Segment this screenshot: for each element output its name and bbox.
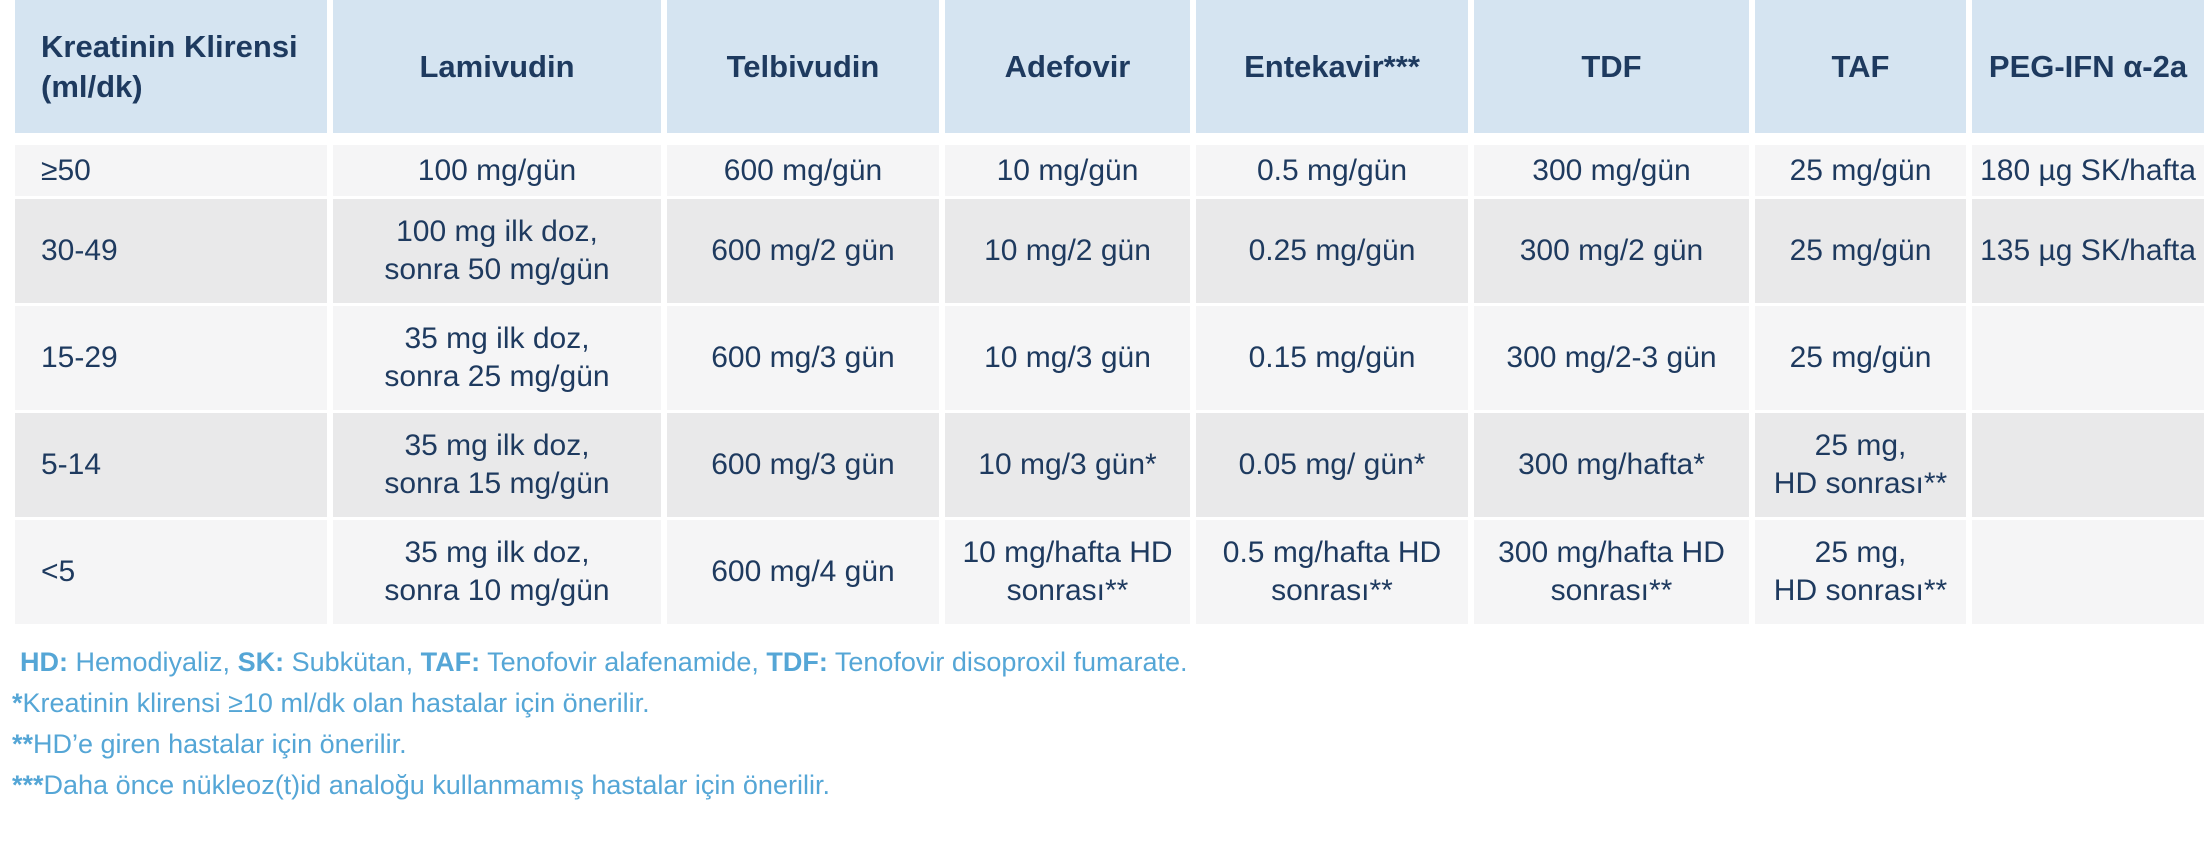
dose-cell bbox=[1972, 410, 2204, 517]
dose-cell: 0.5 mg/gün bbox=[1196, 133, 1474, 196]
dose-cell: 35 mg ilk doz, sonra 25 mg/gün bbox=[333, 303, 667, 410]
dose-cell: 300 mg/hafta HD sonrası** bbox=[1474, 517, 1755, 624]
dose-cell: 10 mg/hafta HD sonrası** bbox=[945, 517, 1196, 624]
table-header-row: Kreatinin Klirensi (ml/dk) Lamivudin Telbi… bbox=[15, 0, 2204, 133]
footnote-text: Tenofovir disoproxil fumarate. bbox=[827, 647, 1188, 677]
creatinine-range-cell: 15-29 bbox=[15, 303, 333, 410]
dose-cell bbox=[1972, 303, 2204, 410]
footnote-abbrev: TAF: bbox=[420, 647, 481, 677]
dose-cell: 25 mg, HD sonrası** bbox=[1755, 410, 1972, 517]
dose-cell: 600 mg/gün bbox=[667, 133, 945, 196]
footnote-text: Subkütan, bbox=[284, 647, 421, 677]
dose-cell: 35 mg ilk doz, sonra 10 mg/gün bbox=[333, 517, 667, 624]
column-header-8: PEG-IFN α-2a bbox=[1972, 0, 2204, 133]
dose-cell: 600 mg/4 gün bbox=[667, 517, 945, 624]
dose-cell bbox=[1972, 517, 2204, 624]
footnote-abbrev: HD: bbox=[20, 647, 68, 677]
table-row-3: 15-29 35 mg ilk doz, sonra 25 mg/gün 600 m… bbox=[15, 303, 2204, 410]
dose-cell: 25 mg/gün bbox=[1755, 196, 1972, 303]
renal-dosing-table: Kreatinin Klirensi (ml/dk) Lamivudin Telbi… bbox=[15, 0, 2204, 624]
footnote-abbrev: * bbox=[12, 688, 23, 718]
footnote-text: HD’e giren hastalar için önerilir. bbox=[33, 729, 407, 759]
footnote-line-2: *Kreatinin klirensi ≥10 ml/dk olan hasta… bbox=[12, 683, 2204, 724]
dose-cell: 0.5 mg/hafta HD sonrası** bbox=[1196, 517, 1474, 624]
dose-cell: 10 mg/3 gün* bbox=[945, 410, 1196, 517]
creatinine-range-cell: ≥50 bbox=[15, 133, 333, 196]
footnote-text: Tenofovir alafenamide, bbox=[480, 647, 767, 677]
header-row: Kreatinin Klirensi (ml/dk) Lamivudin Telbi… bbox=[15, 0, 2204, 133]
dose-cell: 25 mg/gün bbox=[1755, 133, 1972, 196]
creatinine-range-cell: <5 bbox=[15, 517, 333, 624]
dose-cell: 25 mg, HD sonrası** bbox=[1755, 517, 1972, 624]
column-header-2: Lamivudin bbox=[333, 0, 667, 133]
column-header-3: Telbivudin bbox=[667, 0, 945, 133]
dose-cell: 600 mg/2 gün bbox=[667, 196, 945, 303]
column-header-4: Adefovir bbox=[945, 0, 1196, 133]
dose-cell: 0.25 mg/gün bbox=[1196, 196, 1474, 303]
dose-cell: 300 mg/2-3 gün bbox=[1474, 303, 1755, 410]
footnote-line-1: HD: Hemodiyaliz, SK: Subkütan, TAF: Teno… bbox=[12, 642, 2204, 683]
column-header-5: Entekavir*** bbox=[1196, 0, 1474, 133]
footnote-abbrev: *** bbox=[12, 770, 44, 800]
dose-cell: 10 mg/2 gün bbox=[945, 196, 1196, 303]
table-row-2: 30-49 100 mg ilk doz, sonra 50 mg/gün 600 … bbox=[15, 196, 2204, 303]
footnotes: HD: Hemodiyaliz, SK: Subkütan, TAF: Teno… bbox=[0, 642, 2204, 806]
dose-cell: 300 mg/hafta* bbox=[1474, 410, 1755, 517]
dose-cell: 100 mg ilk doz, sonra 50 mg/gün bbox=[333, 196, 667, 303]
dose-cell: 0.05 mg/ gün* bbox=[1196, 410, 1474, 517]
dose-cell: 600 mg/3 gün bbox=[667, 303, 945, 410]
column-header-1: Kreatinin Klirensi (ml/dk) bbox=[15, 0, 333, 133]
table-row-1: ≥50 100 mg/gün 600 mg/gün 10 mg/gün 0.5 mg/g… bbox=[15, 133, 2204, 196]
footnote-line-4: ***Daha önce nükleoz(t)id analoğu kullan… bbox=[12, 765, 2204, 806]
dose-cell: 0.15 mg/gün bbox=[1196, 303, 1474, 410]
footnote-text: Kreatinin klirensi ≥10 ml/dk olan hastal… bbox=[22, 688, 650, 718]
footnote-text: Daha önce nükleoz(t)id analoğu kullanmam… bbox=[43, 770, 830, 800]
dose-cell: 25 mg/gün bbox=[1755, 303, 1972, 410]
footnote-abbrev: ** bbox=[12, 729, 34, 759]
dose-cell: 100 mg/gün bbox=[333, 133, 667, 196]
footnote-abbrev: TDF: bbox=[766, 647, 828, 677]
dose-cell: 10 mg/3 gün bbox=[945, 303, 1196, 410]
dose-cell: 600 mg/3 gün bbox=[667, 410, 945, 517]
dose-cell: 300 mg/2 gün bbox=[1474, 196, 1755, 303]
footnote-text: Hemodiyaliz, bbox=[68, 647, 238, 677]
column-header-7: TAF bbox=[1755, 0, 1972, 133]
column-header-6: TDF bbox=[1474, 0, 1755, 133]
dose-cell: 135 µg SK/hafta bbox=[1972, 196, 2204, 303]
creatinine-range-cell: 5-14 bbox=[15, 410, 333, 517]
dose-cell: 300 mg/gün bbox=[1474, 133, 1755, 196]
footnote-line-3: **HD’e giren hastalar için önerilir. bbox=[12, 724, 2204, 765]
table-row-5: <5 35 mg ilk doz, sonra 10 mg/gün 600 mg/4… bbox=[15, 517, 2204, 624]
table-body: ≥50 100 mg/gün 600 mg/gün 10 mg/gün 0.5 mg/g… bbox=[15, 133, 2204, 624]
dose-cell: 180 µg SK/hafta bbox=[1972, 133, 2204, 196]
footnote-abbrev: SK: bbox=[237, 647, 285, 677]
creatinine-range-cell: 30-49 bbox=[15, 196, 333, 303]
dose-cell: 35 mg ilk doz, sonra 15 mg/gün bbox=[333, 410, 667, 517]
dose-cell: 10 mg/gün bbox=[945, 133, 1196, 196]
table-row-4: 5-14 35 mg ilk doz, sonra 15 mg/gün 600 mg… bbox=[15, 410, 2204, 517]
